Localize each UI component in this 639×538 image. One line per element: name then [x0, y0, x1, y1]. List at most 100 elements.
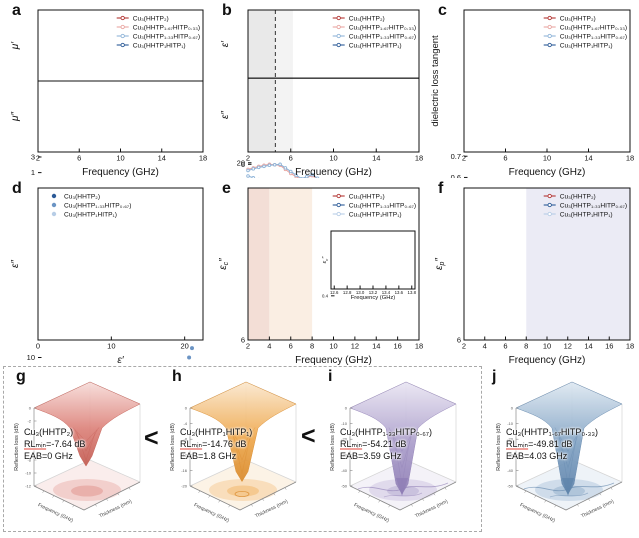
panel-letter-g: g [16, 368, 26, 385]
x-axis-label: Frequency (GHz) [295, 355, 372, 366]
data-point [305, 174, 309, 178]
legend-item: Cu₃(HHTP₁.₃₃HITP₀.₆₇) [349, 202, 416, 209]
x-tick-label: 10 [116, 154, 124, 163]
x-axis-label: Frequency (GHz) [82, 167, 159, 178]
x-tick-label: 2 [246, 342, 250, 351]
y-tick-label: 0.6 [451, 173, 461, 178]
legend-item: Cu₃(HHTP₁HITP₁) [560, 211, 613, 218]
x-tick-label: 2 [462, 154, 466, 163]
x-axis-label: Frequency (GHz) [193, 502, 231, 524]
z-tick-label: -30 [507, 452, 514, 457]
z-tick-label: -30 [341, 452, 348, 457]
surface-annotation-j: Cu₃(HHTP₁.₆₇HITP₀.₃₃) RLₘᵢₙ=-49.81 dB EA… [506, 426, 598, 462]
x-tick-label: 4 [483, 342, 487, 351]
x-axis-label: Frequency (GHz) [351, 295, 396, 301]
compound-name: Cu₃(HHTP₂) [24, 427, 74, 437]
x-tick-label: 12.8 [343, 290, 352, 295]
x-tick-label: 6 [77, 154, 81, 163]
y-axis-label: Thickness (mm) [580, 498, 615, 519]
y-axis-label: Thickness (mm) [414, 498, 449, 519]
y-tick-label: 0.4 [322, 293, 329, 298]
z-tick-label: -10 [25, 471, 32, 476]
surface-annotation-h: Cu₃(HHTP₁HITP₁) RLₘᵢₙ=-14.76 dB EAB=1.8 … [180, 426, 252, 462]
less-than-symbol-1: < [144, 424, 159, 452]
legend-item: Cu₃(HHTP₂) [560, 193, 596, 200]
panel-i: i 0 -10 -20 -30 -40 -50 Frequency (GHz) Thickne… [322, 368, 472, 528]
data-point [289, 169, 293, 174]
chart-e-inset: 0.30.4εc​″12.612.813.013.213.413.613.8Fr… [318, 228, 418, 302]
panel-letter-i: i [328, 368, 333, 385]
y-axis-label: ε″ [10, 260, 21, 268]
x-tick-label: 13.2 [369, 290, 378, 295]
z-tick-label: 0 [29, 406, 32, 411]
panel-letter-c: c [438, 2, 447, 19]
data-point [262, 164, 266, 169]
surface-sheet [515, 381, 623, 495]
data-point [278, 162, 282, 167]
x-tick-label: 14 [372, 154, 380, 163]
x-tick-label: 14 [584, 342, 592, 351]
x-tick-label: 18 [199, 154, 207, 163]
x-tick-label: 2 [36, 154, 40, 163]
x-axis-label: Frequency (GHz) [519, 502, 557, 524]
y-axis-label: Thickness (mm) [254, 498, 289, 519]
panel-letter-b: b [222, 2, 232, 19]
plot-frame [37, 187, 204, 341]
panel-d: d 0510ε″01020ε′Cu₃(HHTP₂)Cu₃(HHTP₁.₃₃HIT… [4, 180, 210, 366]
y-axis-label: ε″ [220, 111, 231, 119]
rl-min: RLₘᵢₙ=-14.76 dB [180, 438, 252, 450]
data-point [256, 165, 261, 170]
compound-name: Cu₃(HHTP₁.₃₃HITP₀.₆₇) [340, 427, 432, 437]
x-tick-label: 14 [372, 342, 380, 351]
x-tick-label: 16 [393, 342, 401, 351]
x-tick-label: 13.8 [408, 290, 417, 295]
legend-item: Cu₃(HHTP₂) [349, 15, 385, 22]
surface-plot-h: 0 -4 -8 -12 -16 -20 Frequency (GHz) Thickness (… [170, 381, 297, 524]
legend-item: Cu₃(HHTP₁.₃₃HITP₀.₆₇) [560, 202, 627, 209]
x-tick-label: 4 [267, 342, 271, 351]
legend-item: Cu₃(HHTP₁.₆₇HITP₀.₃₃) [560, 24, 627, 31]
z-tick-label: 0 [185, 406, 188, 411]
legend-item: Cu₃(HHTP₁HITP₁) [349, 42, 402, 49]
z-tick-label: -12 [25, 484, 32, 489]
y-axis-label: dielectric loss tangent [430, 35, 441, 127]
surface-annotation-i: Cu₃(HHTP₁.₃₃HITP₀.₆₇) RLₘᵢₙ=-54.21 dB EA… [340, 426, 432, 462]
legend-item: Cu₃(HHTP₁.₃₃HITP₀.₆₇) [133, 33, 200, 40]
x-axis-label: Frequency (GHz) [295, 167, 372, 178]
x-tick-label: 13.6 [395, 290, 404, 295]
plot-frame [37, 80, 204, 153]
rl-min: RLₘᵢₙ=-49.81 dB [506, 438, 598, 450]
compound-name: Cu₃(HHTP₁.₆₇HITP₀.₃₃) [506, 427, 598, 437]
data-point [187, 355, 192, 360]
rl-min-label: RLₘᵢₙ [24, 439, 47, 450]
x-tick-label: 16 [605, 342, 613, 351]
surface-sheet [189, 381, 297, 483]
data-point [315, 176, 320, 178]
legend-item: Cu₃(HHTP₂) [64, 193, 100, 200]
data-point [283, 166, 288, 170]
x-tick-label: 14 [158, 154, 166, 163]
data-point [251, 167, 256, 171]
y-tick-label: 0.7 [451, 152, 461, 161]
rl-min-label: RLₘᵢₙ [506, 439, 529, 450]
chart-d-cole-cole: 0510ε″01020ε′Cu₃(HHTP₂)Cu₃(HHTP₁.₃₃HITP₀… [10, 187, 204, 366]
panel-g: g 0 -2 -4 -6 -8 -10 -12 Frequency (GHz) Thicknes… [10, 368, 146, 528]
x-axis-label: Frequency (GHz) [353, 502, 391, 524]
legend-item: Cu₃(HHTP₁.₃₃HITP₀.₆₇) [349, 33, 416, 40]
y-tick-label: 6 [457, 336, 461, 345]
y-tick-label: 2 [31, 177, 35, 178]
surface-plot-g: 0 -2 -4 -6 -8 -10 -12 Frequency (GHz) Thickness … [14, 381, 141, 524]
panel-letter-h: h [172, 368, 182, 385]
x-tick-label: 6 [289, 342, 293, 351]
data-point [246, 168, 250, 173]
panel-letter-e: e [222, 180, 231, 197]
x-tick-label: 20 [180, 342, 188, 351]
x-tick-label: 2 [246, 154, 250, 163]
